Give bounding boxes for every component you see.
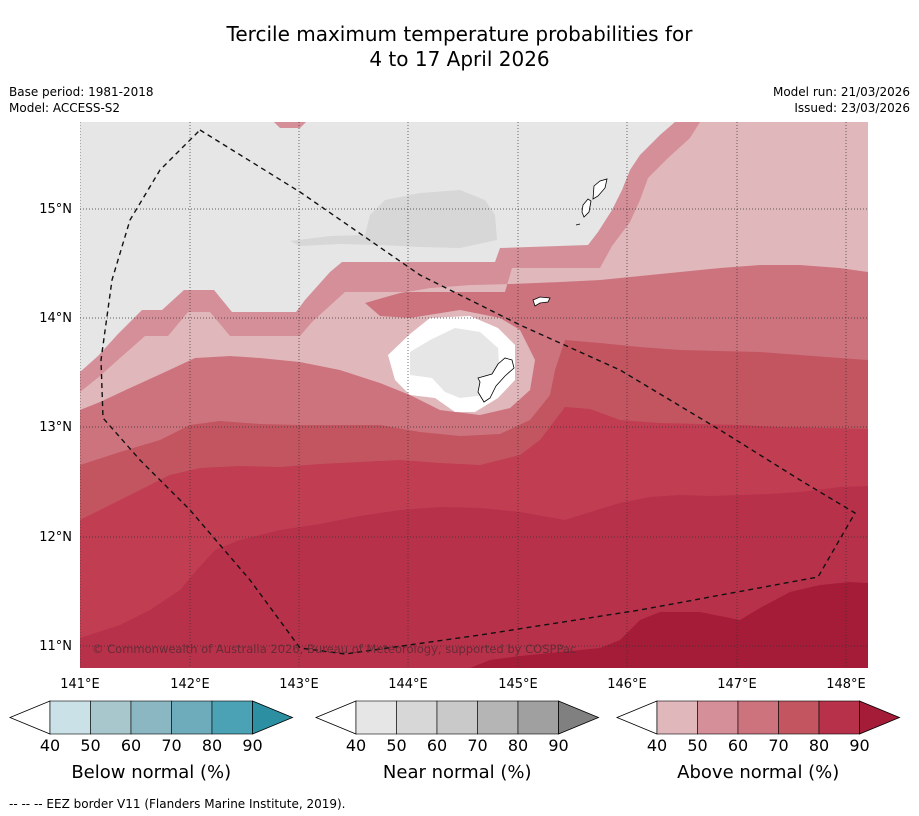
colorbar-tick-label: 90	[548, 736, 568, 755]
lon-tick: 144°E	[388, 677, 428, 692]
lon-tick: 145°E	[498, 677, 538, 692]
colorbar-above-normal: 40 50 60 70 80 90 Above normal (%)	[615, 700, 901, 783]
colorbar-segment	[436, 700, 478, 735]
chart-title: Tercile maximum temperature probabilitie…	[0, 22, 919, 72]
colorbar-segment	[211, 700, 253, 735]
eez-border	[100, 129, 856, 655]
meta-right: Model run: 21/03/2026 Issued: 23/03/2026	[773, 84, 910, 116]
colorbar-tick-label: 90	[242, 736, 262, 755]
colorbar-segment	[477, 700, 519, 735]
colorbar-extend-high	[252, 700, 294, 735]
issued-date: Issued: 23/03/2026	[794, 101, 910, 115]
lon-tick: 148°E	[826, 677, 866, 692]
band-near-40	[80, 122, 675, 372]
colorbar-title: Below normal (%)	[71, 762, 231, 783]
colorbar-extend-high	[859, 700, 901, 735]
lon-ticks: 141°E 142°E 143°E 144°E 145°E 146°E 147°…	[60, 677, 866, 692]
band-above-40	[80, 122, 868, 415]
saipan-island	[592, 178, 608, 200]
colorbar-tick-label: 60	[121, 736, 141, 755]
lon-tick: 141°E	[60, 677, 100, 692]
colorbar-segment	[396, 700, 438, 735]
lat-ticks: 15°N 14°N 13°N 12°N 11°N	[39, 202, 72, 654]
copyright-text: © Commonwealth of Australia 2026, Bureau…	[92, 642, 576, 656]
lon-tick: 142°E	[170, 677, 210, 692]
colorbar-tick-label: 90	[849, 736, 869, 755]
colorbar-segment	[90, 700, 132, 735]
colorbar-extend-low	[314, 700, 357, 735]
model-run: Model run: 21/03/2026	[772, 85, 910, 99]
colorbar-segment	[49, 700, 91, 735]
colorbar-title: Above normal (%)	[677, 762, 839, 783]
colorbar-tick-label: 70	[768, 736, 788, 755]
meta-left: Base period: 1981-2018 Model: ACCESS-S2	[9, 84, 154, 116]
tinian-island	[581, 198, 592, 218]
footnote: -- -- -- EEZ border V11 (Flanders Marine…	[9, 797, 346, 811]
title-line-1: Tercile maximum temperature probabilitie…	[226, 22, 693, 46]
colorbar-tick-label: 70	[467, 736, 487, 755]
colorbar-segment	[171, 700, 213, 735]
lat-tick: 11°N	[39, 639, 72, 654]
band-near-50	[290, 190, 497, 248]
lat-tick: 15°N	[39, 202, 72, 217]
colorbar-tick-label: 50	[386, 736, 406, 755]
colorbar-tick-label: 50	[687, 736, 707, 755]
colorbar-extend-high	[558, 700, 600, 735]
model-name: Model: ACCESS-S2	[9, 101, 121, 115]
guam-island	[477, 357, 515, 403]
colorbar-tick-label: 60	[728, 736, 748, 755]
colorbar-extend-low	[8, 700, 51, 735]
colorbar-segment	[737, 700, 779, 735]
colorbar-tick-label: 50	[80, 736, 100, 755]
probability-field	[80, 122, 868, 668]
colorbar-tick-label: 40	[647, 736, 667, 755]
lon-tick: 147°E	[717, 677, 757, 692]
colorbar-segment	[818, 700, 860, 735]
lon-tick: 143°E	[279, 677, 319, 692]
title-line-2: 4 to 17 April 2026	[369, 47, 550, 71]
colorbar-tick-label: 70	[161, 736, 181, 755]
aguijan-island	[575, 223, 581, 226]
colorbar-segment	[130, 700, 172, 735]
colorbar-tick-label: 40	[40, 736, 60, 755]
colorbar-segment	[656, 700, 698, 735]
colorbar-tick-label: 80	[508, 736, 528, 755]
colorbar-segment	[517, 700, 559, 735]
colorbar-tick-label: 60	[427, 736, 447, 755]
lat-tick: 13°N	[39, 420, 72, 435]
colorbar-below-normal: 40 50 60 70 80 90 Below normal (%)	[8, 700, 294, 783]
colorbar-extend-low	[615, 700, 658, 735]
lat-tick: 12°N	[39, 530, 72, 545]
colorbar-tick-label: 80	[202, 736, 222, 755]
base-period: Base period: 1981-2018	[9, 85, 154, 99]
colorbar-segment	[697, 700, 739, 735]
rota-island	[532, 296, 551, 307]
colorbar-segment	[778, 700, 820, 735]
lat-tick: 14°N	[39, 311, 72, 326]
lon-tick: 146°E	[607, 677, 647, 692]
graticule	[80, 122, 868, 668]
guam-near-patch	[410, 328, 500, 398]
colorbar-segment	[355, 700, 397, 735]
colorbar-tick-label: 80	[809, 736, 829, 755]
colorbar-title: Near normal (%)	[383, 762, 532, 783]
colorbar-near-normal: 40 50 60 70 80 90 Near normal (%)	[314, 700, 600, 783]
islands	[477, 178, 608, 403]
colorbar-tick-label: 40	[346, 736, 366, 755]
